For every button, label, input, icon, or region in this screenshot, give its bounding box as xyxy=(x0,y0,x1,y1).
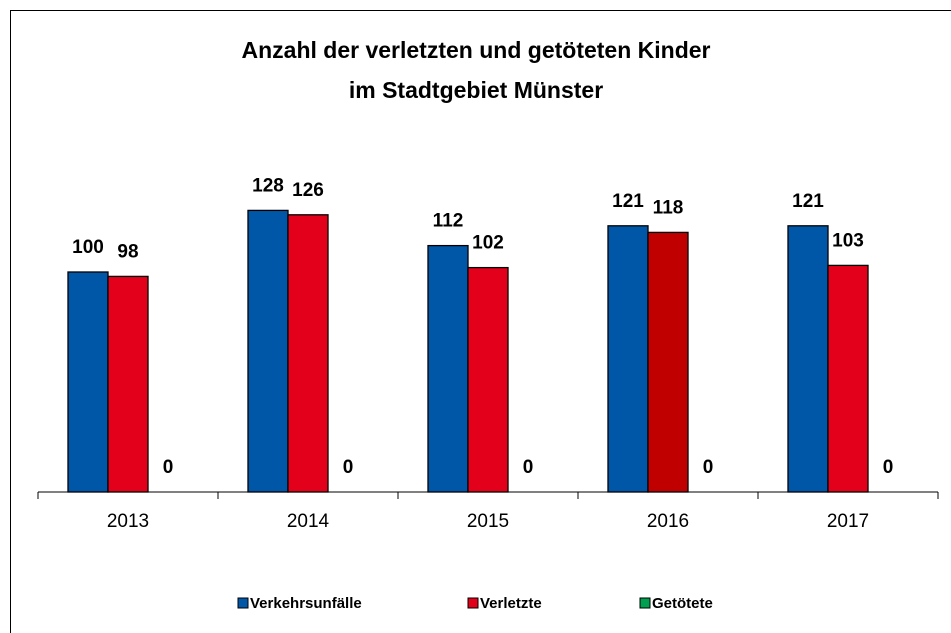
legend-swatch xyxy=(237,597,249,609)
value-label: 0 xyxy=(703,457,714,478)
x-tick-label: 2014 xyxy=(287,511,330,532)
value-label: 126 xyxy=(292,180,324,201)
bar xyxy=(467,266,509,493)
legend-swatch xyxy=(639,597,651,609)
value-label: 128 xyxy=(252,175,284,196)
value-label: 100 xyxy=(72,237,104,258)
value-label: 98 xyxy=(117,241,138,262)
legend-label: Verletzte xyxy=(480,595,542,612)
bar xyxy=(827,264,869,493)
legend-label: Verkehrsunfälle xyxy=(250,595,362,612)
bar xyxy=(647,231,689,493)
bar xyxy=(247,209,289,493)
value-label: 102 xyxy=(472,233,504,254)
value-label: 103 xyxy=(832,230,864,251)
value-label: 0 xyxy=(163,457,174,478)
x-tick-label: 2017 xyxy=(827,511,869,532)
x-tick-label: 2013 xyxy=(107,511,149,532)
value-label: 0 xyxy=(883,457,894,478)
value-label: 121 xyxy=(612,191,644,212)
x-tick-label: 2015 xyxy=(467,511,509,532)
bar xyxy=(287,214,329,493)
chart-title: im Stadtgebiet Münster xyxy=(349,77,603,103)
value-label: 112 xyxy=(433,211,464,232)
value-label: 118 xyxy=(653,197,684,218)
bar xyxy=(787,225,829,493)
legend-swatch xyxy=(467,597,479,609)
x-tick-label: 2016 xyxy=(647,511,689,532)
bar xyxy=(107,275,149,493)
value-label: 0 xyxy=(343,457,354,478)
bar xyxy=(607,225,649,493)
bar xyxy=(427,244,469,493)
chart-title: Anzahl der verletzten und getöteten Kind… xyxy=(242,37,711,63)
bar xyxy=(67,271,109,493)
value-label: 121 xyxy=(792,191,824,212)
legend-label: Getötete xyxy=(652,595,713,612)
value-label: 0 xyxy=(523,457,534,478)
